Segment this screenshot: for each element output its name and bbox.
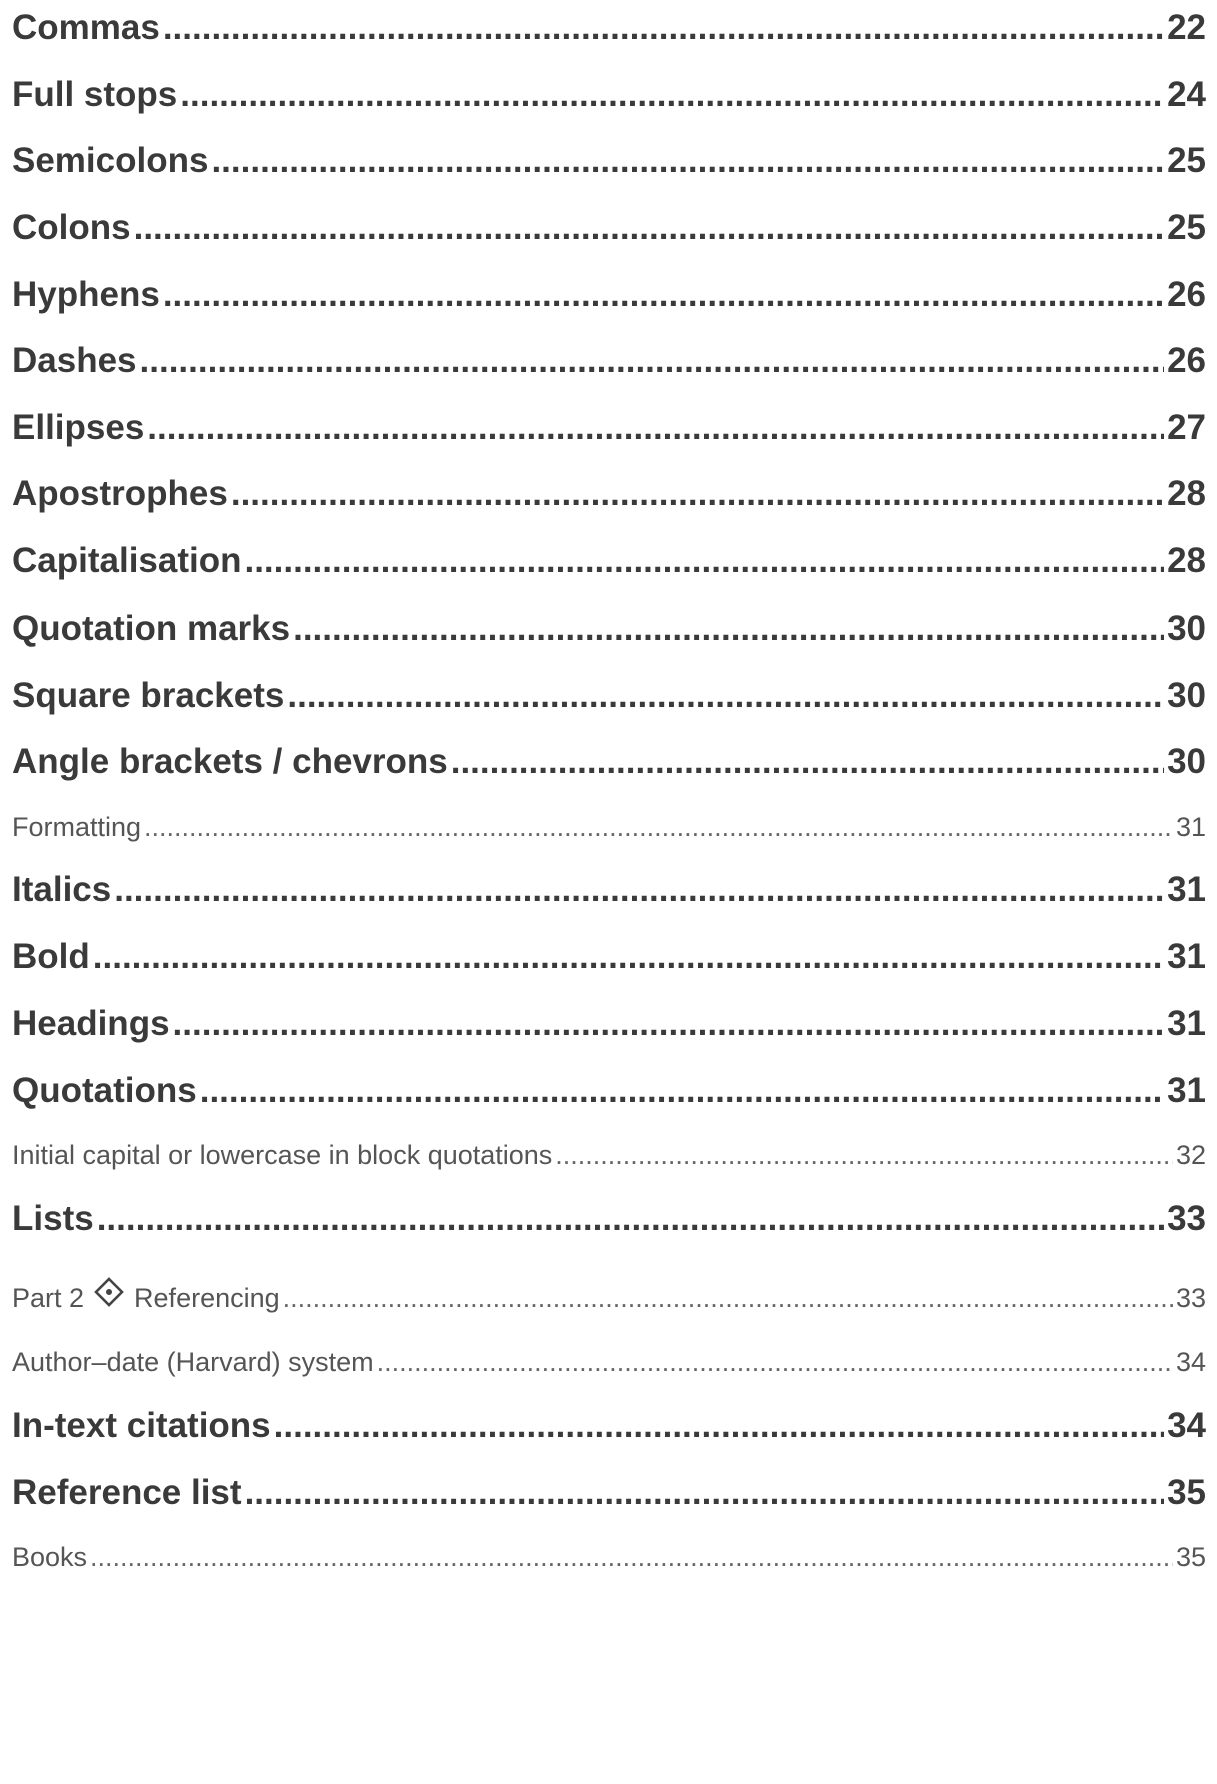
toc-entry-title: Dashes bbox=[12, 341, 137, 380]
toc-entry-page: 32 bbox=[1175, 1140, 1206, 1170]
toc-entry-quotation-marks[interactable]: Quotation marks 30 bbox=[12, 609, 1206, 649]
toc-entry-apostrophes[interactable]: Apostrophes 28 bbox=[12, 474, 1206, 514]
toc-entry-title: Quotations bbox=[12, 1071, 197, 1110]
toc-entry-page: 25 bbox=[1167, 208, 1206, 247]
toc-entry-title: Formatting bbox=[12, 812, 142, 842]
toc-entry-italics[interactable]: Italics 31 bbox=[12, 870, 1206, 910]
toc-entry-full-stops[interactable]: Full stops 24 bbox=[12, 75, 1206, 115]
toc-entry-page: 28 bbox=[1167, 541, 1206, 580]
toc-entry-page: 33 bbox=[1167, 1199, 1206, 1238]
toc-entry-page: 34 bbox=[1175, 1347, 1206, 1377]
dot-leader bbox=[144, 812, 1173, 843]
toc-entry-author-date[interactable]: Author–date (Harvard) system 34 bbox=[12, 1347, 1206, 1378]
toc-entry-lists[interactable]: Lists 33 bbox=[12, 1199, 1206, 1239]
dot-leader bbox=[134, 208, 1164, 248]
toc-entry-title: Quotation marks bbox=[12, 609, 291, 648]
toc-entry-formatting[interactable]: Formatting 31 bbox=[12, 812, 1206, 843]
toc-entry-reference-list[interactable]: Reference list 35 bbox=[12, 1473, 1206, 1513]
toc-entry-page: 26 bbox=[1167, 341, 1206, 380]
toc-entry-initial-capital[interactable]: Initial capital or lowercase in block qu… bbox=[12, 1140, 1206, 1171]
toc-entry-semicolons[interactable]: Semicolons 25 bbox=[12, 141, 1206, 181]
toc-entry-dashes[interactable]: Dashes 26 bbox=[12, 341, 1206, 381]
toc-entry-page: 24 bbox=[1167, 75, 1206, 114]
toc-entry-title: Hyphens bbox=[12, 275, 160, 314]
dot-leader bbox=[293, 609, 1164, 649]
toc-entry-title: Commas bbox=[12, 8, 160, 47]
toc-entry-square-brackets[interactable]: Square brackets 30 bbox=[12, 676, 1206, 716]
dot-leader bbox=[200, 1071, 1164, 1111]
toc-entry-title: Headings bbox=[12, 1004, 170, 1043]
diamond-dot-icon bbox=[94, 1277, 124, 1307]
toc-entry-page: 30 bbox=[1167, 676, 1206, 715]
dot-leader bbox=[244, 541, 1164, 581]
toc-entry-title: Ellipses bbox=[12, 408, 145, 447]
toc-entry-title: In-text citations bbox=[12, 1406, 271, 1445]
dot-leader bbox=[287, 676, 1164, 716]
toc-entry-title: Capitalisation bbox=[12, 541, 242, 580]
toc-entry-ellipses[interactable]: Ellipses 27 bbox=[12, 408, 1206, 448]
toc-entry-page: 25 bbox=[1167, 141, 1206, 180]
toc-entry-title: Colons bbox=[12, 208, 131, 247]
toc-entry-title: Initial capital or lowercase in block qu… bbox=[12, 1140, 553, 1170]
toc-entry-page: 30 bbox=[1167, 609, 1206, 648]
toc-entry-page: 31 bbox=[1167, 1071, 1206, 1110]
toc-entry-capitalisation[interactable]: Capitalisation 28 bbox=[12, 541, 1206, 581]
toc-entry-page: 34 bbox=[1167, 1406, 1206, 1445]
toc-entry-hyphens[interactable]: Hyphens 26 bbox=[12, 275, 1206, 315]
toc-entry-page: 35 bbox=[1167, 1473, 1206, 1512]
dot-leader bbox=[555, 1140, 1173, 1171]
toc-entry-page: 33 bbox=[1175, 1283, 1206, 1313]
dot-leader bbox=[245, 1473, 1165, 1513]
dot-leader bbox=[451, 742, 1164, 782]
toc-entry-headings[interactable]: Headings 31 bbox=[12, 1004, 1206, 1044]
toc-entry-title-after-icon: Referencing bbox=[134, 1283, 280, 1313]
dot-leader bbox=[93, 937, 1164, 977]
toc-entry-page: 31 bbox=[1167, 937, 1206, 976]
toc-entry-title: Square brackets bbox=[12, 676, 285, 715]
dot-leader bbox=[377, 1347, 1173, 1378]
dot-leader bbox=[274, 1406, 1164, 1446]
dot-leader bbox=[173, 1004, 1165, 1044]
toc-entry-title: Part 2 bbox=[12, 1283, 85, 1313]
toc-entry-title: Semicolons bbox=[12, 141, 209, 180]
toc-entry-page: 30 bbox=[1167, 742, 1206, 781]
toc-entry-page: 22 bbox=[1167, 8, 1206, 47]
toc-entry-title: Full stops bbox=[12, 75, 178, 114]
toc-entry-title: Author–date (Harvard) system bbox=[12, 1347, 374, 1377]
toc-entry-page: 31 bbox=[1167, 870, 1206, 909]
dot-leader bbox=[90, 1542, 1173, 1573]
dot-leader bbox=[163, 275, 1164, 315]
toc-entry-books[interactable]: Books 35 bbox=[12, 1542, 1206, 1573]
dot-leader bbox=[211, 141, 1164, 181]
toc-entry-title: Bold bbox=[12, 937, 90, 976]
dot-leader bbox=[114, 870, 1164, 910]
toc-entry-part-2-referencing[interactable]: Part 2 Referencing 33 bbox=[12, 1277, 1206, 1314]
dot-leader bbox=[163, 8, 1164, 48]
dot-leader bbox=[283, 1283, 1173, 1314]
toc-entry-title: Reference list bbox=[12, 1473, 242, 1512]
dot-leader bbox=[147, 408, 1164, 448]
toc-entry-title: Angle brackets / chevrons bbox=[12, 742, 448, 781]
toc-entry-quotations[interactable]: Quotations 31 bbox=[12, 1071, 1206, 1111]
dot-leader bbox=[97, 1199, 1164, 1239]
toc-entry-page: 31 bbox=[1175, 812, 1206, 842]
toc-entry-colons[interactable]: Colons 25 bbox=[12, 208, 1206, 248]
toc-entry-in-text-citations[interactable]: In-text citations 34 bbox=[12, 1406, 1206, 1446]
toc-entry-title: Italics bbox=[12, 870, 112, 909]
toc-entry-title: Apostrophes bbox=[12, 474, 228, 513]
dot-leader bbox=[180, 75, 1164, 115]
dot-leader bbox=[140, 341, 1165, 381]
toc-entry-bold[interactable]: Bold 31 bbox=[12, 937, 1206, 977]
toc-entry-page: 26 bbox=[1167, 275, 1206, 314]
toc-entry-page: 28 bbox=[1167, 474, 1206, 513]
toc-entry-angle-brackets[interactable]: Angle brackets / chevrons 30 bbox=[12, 742, 1206, 782]
toc-entry-page: 31 bbox=[1167, 1004, 1206, 1043]
dot-leader bbox=[231, 474, 1164, 514]
toc-entry-title: Lists bbox=[12, 1199, 94, 1238]
toc-entry-page: 27 bbox=[1167, 408, 1206, 447]
toc-entry-title: Books bbox=[12, 1542, 88, 1572]
toc-entry-commas[interactable]: Commas 22 bbox=[12, 8, 1206, 48]
toc-entry-page: 35 bbox=[1175, 1542, 1206, 1572]
